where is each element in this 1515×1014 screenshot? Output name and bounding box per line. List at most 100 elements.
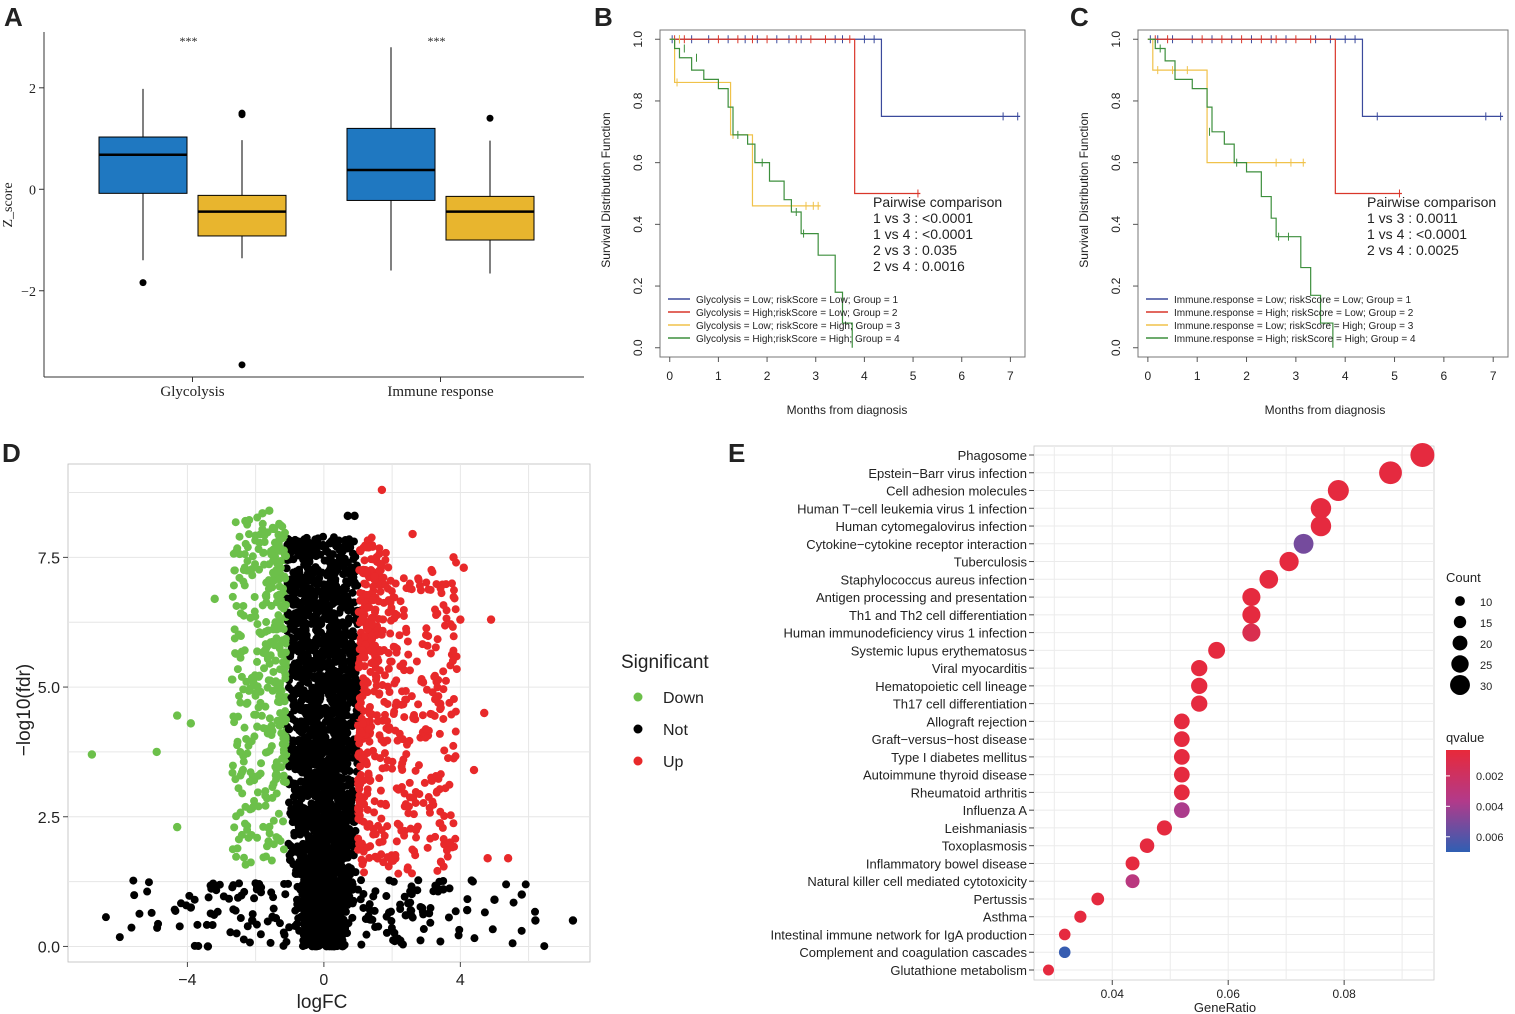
- d-point-up: [354, 834, 363, 843]
- d-point-down: [282, 715, 291, 724]
- d-point-up: [355, 791, 364, 800]
- d-point-up: [379, 858, 388, 867]
- d-point-not: [462, 905, 472, 915]
- d-point-not: [336, 586, 345, 595]
- d-point-not: [302, 542, 311, 551]
- d-point-not: [298, 846, 307, 855]
- d-point-down: [248, 803, 257, 812]
- d-point-not: [315, 887, 324, 896]
- d-point-not: [210, 882, 219, 891]
- panel-label-e: E: [728, 438, 745, 468]
- b-km-curve-group-3: [669, 38, 821, 207]
- d-point-down: [233, 741, 242, 750]
- d-point-up: [390, 643, 399, 652]
- d-point-not: [304, 831, 313, 840]
- d-point-up: [433, 866, 442, 875]
- d-point-down: [238, 789, 247, 798]
- d-point-not: [298, 764, 307, 773]
- d-point-not: [147, 908, 156, 917]
- d-point-not: [304, 896, 313, 905]
- d-point-up: [370, 797, 379, 806]
- d-point-not: [365, 906, 374, 915]
- d-point-up: [381, 548, 390, 557]
- d-point-not: [382, 928, 391, 937]
- d-point-down: [210, 594, 219, 604]
- b-legend-label: Glycolysis = Low; riskScore = Low; Group…: [696, 295, 898, 306]
- d-point-not: [339, 941, 348, 950]
- d-point-not: [312, 606, 321, 615]
- d-point-not: [348, 878, 357, 887]
- d-point-up: [375, 544, 384, 553]
- d-point-not: [295, 913, 304, 922]
- e-dot: [1242, 588, 1261, 607]
- d-point-down: [242, 734, 251, 743]
- d-point-up: [354, 805, 363, 814]
- d-point-down: [275, 641, 284, 650]
- d-point-not: [439, 885, 448, 894]
- d-point-not: [317, 628, 326, 637]
- d-point-up: [440, 746, 449, 755]
- d-point-not: [286, 544, 295, 553]
- d-point-down: [255, 628, 264, 637]
- d-point-not: [312, 586, 321, 595]
- d-point-up: [363, 688, 372, 697]
- d-point-up: [426, 834, 435, 843]
- e-dot: [1173, 749, 1190, 765]
- d-point-down: [241, 516, 250, 526]
- d-point-not: [299, 722, 308, 731]
- e-size-legend-dot: [1455, 596, 1465, 606]
- e-term-label: Asthma: [983, 910, 1028, 925]
- d-point-up: [431, 695, 440, 704]
- d-point-not: [311, 612, 320, 621]
- d-point-down: [276, 556, 285, 565]
- d-point-up: [399, 611, 408, 620]
- d-point-not: [329, 671, 338, 680]
- d-legend-label: Up: [663, 754, 684, 771]
- d-point-down: [279, 625, 288, 634]
- d-point-not: [308, 684, 317, 693]
- d-point-not: [338, 878, 347, 887]
- d-point-up: [400, 666, 409, 675]
- d-point-down: [253, 620, 262, 629]
- d-point-up: [427, 776, 436, 785]
- d-point-up: [356, 762, 365, 771]
- d-point-not: [568, 916, 578, 925]
- e-dot: [1310, 498, 1332, 519]
- e-color-legend-title: qvalue: [1446, 730, 1484, 745]
- d-point-not: [329, 681, 338, 690]
- d-x-tick-label: 0: [319, 972, 328, 989]
- d-point-up: [405, 579, 414, 588]
- d-point-not: [248, 916, 257, 925]
- d-y-tick-label: 0.0: [38, 939, 60, 956]
- d-point-not: [347, 779, 356, 788]
- d-point-not: [397, 938, 406, 947]
- d-point-not: [296, 736, 305, 745]
- d-point-up: [448, 656, 457, 665]
- b-x-tick-label: 1: [715, 369, 722, 383]
- d-point-not: [444, 913, 453, 922]
- d-point-not: [327, 577, 336, 586]
- d-point-not: [319, 940, 328, 949]
- d-point-not: [468, 877, 477, 886]
- d-point-not: [335, 773, 344, 782]
- d-point-up: [369, 582, 378, 591]
- d-point-not: [210, 910, 219, 919]
- d-point-up: [384, 664, 393, 673]
- d-point-not: [336, 729, 345, 738]
- d-point-not: [509, 898, 518, 907]
- c-legend-label: Immune.response = High; riskScore = High…: [1174, 334, 1416, 345]
- d-point-down: [272, 598, 281, 607]
- d-point-not: [226, 928, 235, 937]
- d-point-not: [144, 878, 153, 887]
- d-point-not: [332, 783, 341, 792]
- d-point-down: [268, 524, 277, 534]
- d-point-not: [344, 619, 353, 628]
- d-point-not: [240, 887, 249, 896]
- d-point-not: [290, 745, 299, 754]
- d-point-not: [279, 941, 288, 950]
- d-point-not: [350, 578, 359, 587]
- d-point-not: [317, 855, 326, 864]
- c-pairwise-pvalue: 1 vs 3 : 0.0011: [1367, 210, 1458, 226]
- d-point-down: [243, 698, 252, 707]
- d-point-up: [449, 819, 458, 828]
